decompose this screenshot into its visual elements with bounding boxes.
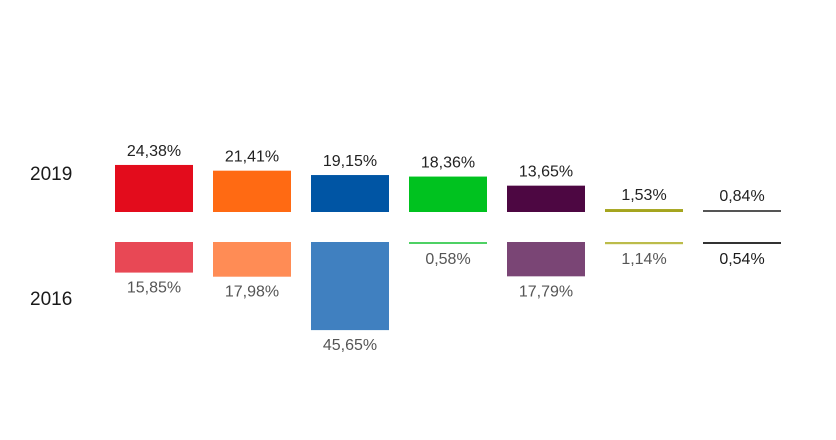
value-label-2019-7: 0,84% — [719, 188, 764, 205]
value-label-2016-4: 0,58% — [425, 251, 470, 268]
value-label-2016-5: 17,79% — [519, 283, 573, 300]
bar-2016-5 — [507, 242, 585, 277]
bar-2016-6 — [605, 242, 683, 245]
bar-2016-7 — [703, 242, 781, 244]
bar-2019-1 — [115, 164, 193, 212]
bar-2019-7 — [703, 210, 781, 212]
bar-2016-1 — [115, 242, 193, 273]
bar-2019-4 — [409, 176, 487, 212]
value-label-2016-1: 15,85% — [127, 280, 181, 297]
value-label-2016-6: 1,14% — [621, 251, 666, 268]
value-label-2019-1: 24,38% — [127, 143, 181, 160]
bar-2019-6 — [605, 209, 683, 212]
value-label-2019-5: 13,65% — [519, 164, 573, 181]
value-label-2019-6: 1,53% — [621, 187, 666, 204]
bar-2016-4 — [409, 242, 487, 244]
bar-2019-5 — [507, 185, 585, 212]
bar-2019-3 — [311, 175, 389, 212]
year-label-2019: 2019 — [30, 164, 72, 185]
bar-2019-2 — [213, 170, 291, 212]
value-label-2019-3: 19,15% — [323, 153, 377, 170]
value-label-2019-4: 18,36% — [421, 155, 475, 172]
bar-2016-2 — [213, 242, 291, 277]
year-label-2016: 2016 — [30, 289, 72, 310]
bars-2016-group: 15,85% 17,98% 45,65% 0,58% 17,79% 1,14% 0,54% — [115, 242, 781, 354]
value-label-2016-2: 17,98% — [225, 284, 279, 301]
value-label-2016-7: 0,54% — [719, 251, 764, 268]
bar-2016-3 — [311, 242, 389, 331]
bars-2019-group: 24,38% 21,41% 19,15% 18,36% 13,65% 1,53% 0,84% — [115, 143, 781, 212]
value-label-2016-3: 45,65% — [323, 337, 377, 354]
value-label-2019-2: 21,41% — [225, 149, 279, 166]
